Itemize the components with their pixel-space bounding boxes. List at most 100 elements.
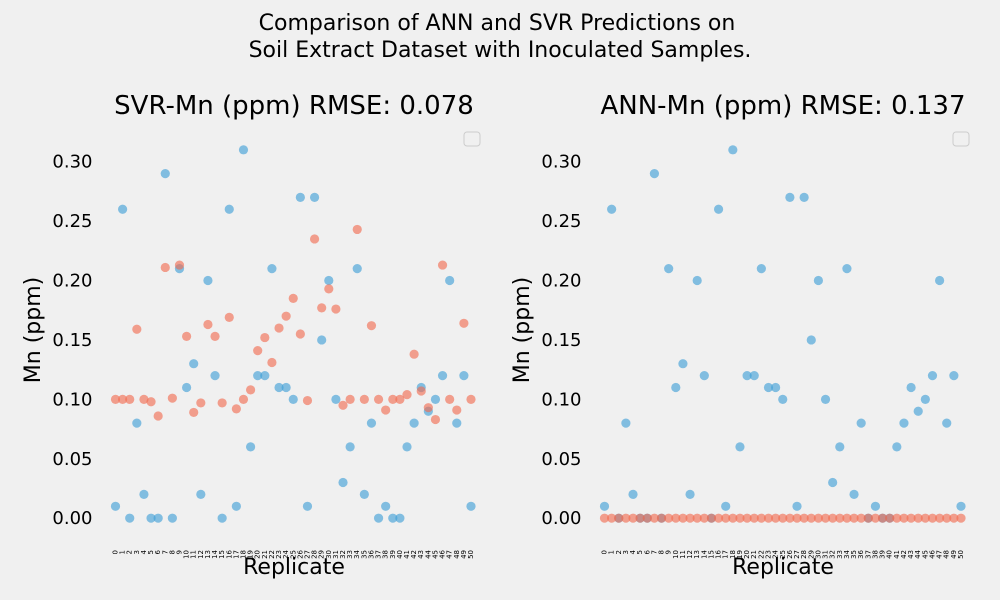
ann-predicted-point [913,513,923,523]
svr-actual-point [267,264,277,274]
svr-predicted-point [445,394,455,404]
svr-actual-point [281,382,291,393]
svr-x-tick-label: 36 [367,549,375,558]
svr-predicted-point [182,331,192,341]
svr-predicted-point [324,284,334,294]
svr-predicted-point [302,395,313,406]
ann-actual-point [935,275,945,286]
ann-predicted-point [649,513,660,523]
svr-actual-point [452,418,462,428]
ann-x-tick-label: 44 [914,549,922,558]
svr-predicted-point [309,234,320,244]
ann-x-tick-label: 12 [686,550,694,559]
ann-predicted-point [678,513,688,523]
ann-x-tick-label: 11 [679,550,687,559]
svr-x-tick-label: 39 [389,550,397,559]
ann-predicted-point [642,513,652,523]
svr-actual-point [146,513,156,523]
ann-x-tick-label: 35 [850,550,858,559]
svr-x-tick-label: 3 [133,550,141,554]
svr-x-tick-label: 18 [239,550,247,559]
ann-actual-point [799,192,809,202]
svr-actual-point [295,192,305,202]
ann-predicted-point [785,513,795,523]
svr-actual-point [359,489,369,500]
svr-predicted-point [295,329,305,339]
ann-actual-point [906,382,916,393]
ann-actual-point [792,501,802,511]
ann-chart-title: ANN-Mn (ppm) RMSE: 0.137 [600,91,965,121]
svr-predicted-point [217,398,227,408]
ann-actual-point [735,442,745,452]
svr-predicted-point [281,311,291,321]
svr-predicted-point [245,385,256,395]
svr-x-tick-label: 16 [225,549,233,558]
ann-x-tick-label: 32 [829,550,837,559]
ann-x-tick-label: 9 [665,550,673,554]
ann-x-tick-label: 22 [757,550,765,559]
svr-predicted-point [210,331,220,341]
ann-y-tick-label: 0.30 [541,152,581,173]
ann-actual-point [628,489,638,500]
svr-actual-point [153,513,163,523]
svr-predicted-point [110,394,121,404]
svr-x-tick-label: 9 [175,550,183,554]
svr-actual-point [366,418,377,428]
svr-x-tick-label: 13 [204,550,212,559]
ann-y-axis-label: Mn (ppm) [510,277,535,383]
ann-predicted-point [870,513,881,523]
svr-actual-point [409,418,419,428]
ann-predicted-point [635,513,645,523]
svr-x-tick-label: 1 [119,550,127,554]
ann-actual-point [599,501,610,511]
ann-predicted-point [906,513,916,523]
svr-predicted-point [203,319,213,330]
svr-x-tick-label: 43 [417,550,425,559]
svr-actual-point [317,335,327,345]
ann-predicted-point [614,513,624,523]
ann-x-axis-label: Replicate [732,555,834,580]
svr-predicted-point [423,403,433,413]
ann-predicted-point [664,513,674,523]
ann-x-tick-label: 21 [750,550,758,559]
svr-x-tick-label: 27 [303,550,311,559]
svr-x-tick-label: 37 [375,550,383,559]
ann-predicted-point [685,513,695,523]
svr-predicted-point [160,262,170,273]
ann-y-tick-label: 0.00 [541,508,581,529]
ann-predicted-point [778,513,788,523]
svr-x-tick-label: 23 [275,550,283,559]
ann-x-tick-label: 39 [879,550,887,559]
ann-predicted-point [742,513,752,523]
ann-actual-point [927,370,938,381]
ann-predicted-point [735,513,745,523]
svr-actual-point [160,168,170,179]
ann-actual-point [778,394,788,404]
svr-predicted-point [352,224,362,235]
ann-actual-point [771,382,781,393]
svr-predicted-point [174,260,185,270]
svr-x-tick-label: 19 [247,550,255,559]
ann-actual-point [649,168,660,179]
svr-actual-point [217,513,227,523]
ann-predicted-point [942,513,952,523]
svr-predicted-point [359,394,369,404]
ann-predicted-point [699,513,709,523]
svr-actual-point [324,275,334,286]
ann-x-tick-label: 10 [672,550,680,559]
ann-x-tick-label: 25 [779,550,787,559]
ann-actual-point [856,418,866,428]
svr-x-ticks: 0 1 2 3 4 5 6 7 8 9 10 11 12 13 14 15 16 17 18 19 20 21 22 23 24… [112,549,476,558]
svr-predicted-point [139,394,149,404]
svr-predicted-point [338,400,348,410]
ann-x-tick-label: 5 [636,550,644,554]
svr-actual-point [167,513,177,523]
svr-actual-point [231,501,241,511]
ann-predicted-point [885,513,895,523]
ann-x-tick-label: 18 [729,550,737,559]
ann-x-tick-label: 43 [907,550,915,559]
ann-predicted-point [763,513,774,523]
ann-x-tick-label: 24 [772,549,780,558]
ann-actual-point [721,501,731,511]
ann-predicted-point [692,513,702,523]
